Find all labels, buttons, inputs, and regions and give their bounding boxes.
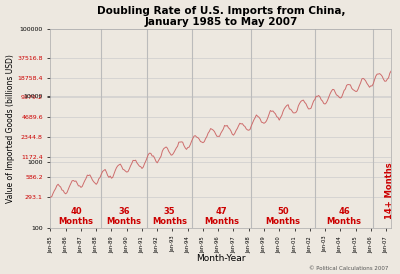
X-axis label: Month-Year: Month-Year [196, 254, 246, 263]
Text: 50
Months: 50 Months [266, 207, 300, 226]
Text: 40
Months: 40 Months [58, 207, 93, 226]
Text: 46
Months: 46 Months [326, 207, 362, 226]
Text: 47
Months: 47 Months [204, 207, 239, 226]
Text: 14+ Months: 14+ Months [385, 162, 394, 218]
Text: 36
Months: 36 Months [107, 207, 142, 226]
Title: Doubling Rate of U.S. Imports from China,
January 1985 to May 2007: Doubling Rate of U.S. Imports from China… [96, 5, 345, 27]
Text: © Political Calculations 2007: © Political Calculations 2007 [309, 266, 388, 271]
Y-axis label: Value of Imported Goods (billions USD): Value of Imported Goods (billions USD) [6, 54, 14, 203]
Text: 35
Months: 35 Months [152, 207, 187, 226]
